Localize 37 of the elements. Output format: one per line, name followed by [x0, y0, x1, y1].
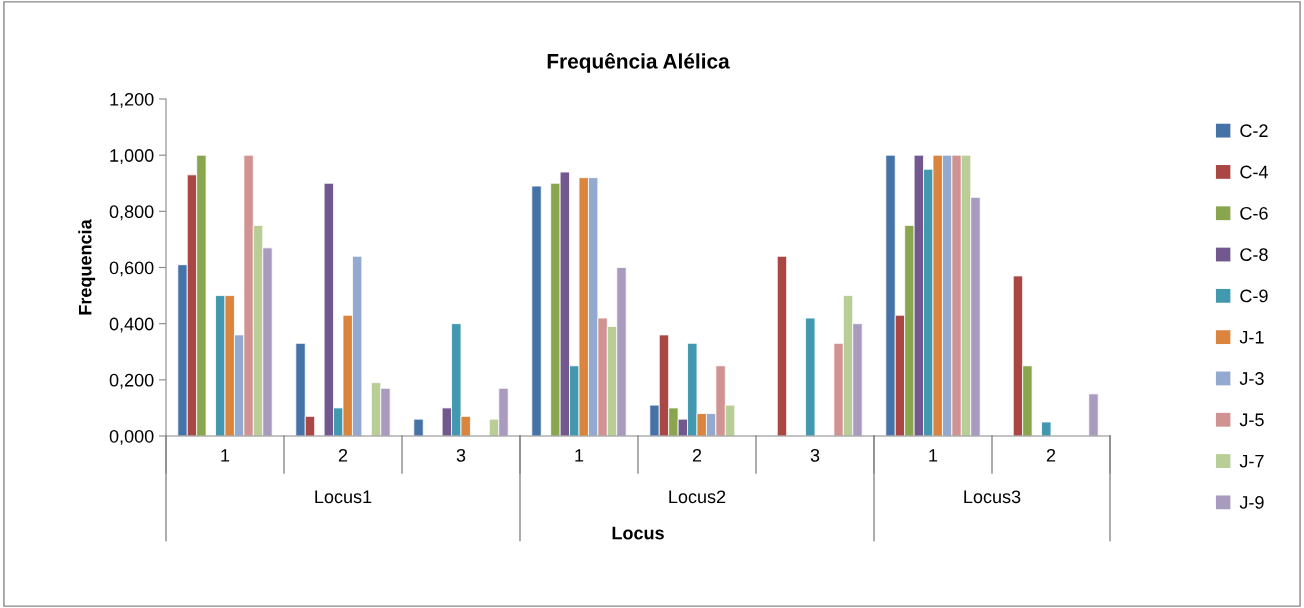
- bar: [776, 255, 788, 436]
- legend-label: C-6: [1240, 206, 1268, 220]
- y-tick-label: 0,200: [109, 373, 154, 389]
- legend-label: C-8: [1240, 248, 1268, 261]
- legend-label: J-3: [1239, 372, 1264, 385]
- chart-title: Frequência Alélica: [547, 52, 730, 73]
- y-axis-title: Frequencia: [78, 219, 96, 315]
- bar: [1041, 421, 1052, 436]
- legend-label: J-7: [1239, 454, 1264, 468]
- y-tick-label: 1,000: [110, 149, 154, 165]
- text: Locus2: [669, 490, 726, 504]
- x-axis-title: Locus: [612, 526, 664, 540]
- bar: [531, 185, 542, 436]
- x-tick-label: 1: [575, 449, 584, 462]
- x-tick-label: 1: [221, 449, 230, 462]
- x-tick-label: 1: [929, 449, 938, 462]
- y-tick-label: 0,400: [109, 317, 154, 333]
- bar: [1088, 393, 1099, 436]
- bar: [413, 418, 424, 436]
- x-tick-label: 3: [810, 448, 820, 462]
- x-tick-label: 2: [692, 448, 702, 462]
- text: Locus3: [964, 490, 1021, 504]
- y-tick-label: 0,000: [109, 429, 154, 445]
- y-tick-label: 1,200: [110, 92, 154, 108]
- text: Locus1: [315, 490, 372, 504]
- bar: [805, 317, 816, 436]
- x-tick-label: 2: [338, 448, 348, 462]
- legend-label: C-4: [1240, 165, 1268, 179]
- y-tick-label: 0,800: [109, 205, 154, 221]
- legend-label: J-9: [1239, 496, 1264, 509]
- x-tick-label: 3: [456, 448, 466, 462]
- legend-label: C-2: [1240, 124, 1268, 138]
- legend-label: C-9: [1240, 289, 1268, 303]
- legend-label: J-1: [1239, 331, 1264, 344]
- legend-label: J-5: [1239, 413, 1264, 427]
- y-tick-label: 0,600: [109, 261, 154, 277]
- x-tick-label: 2: [1046, 448, 1056, 462]
